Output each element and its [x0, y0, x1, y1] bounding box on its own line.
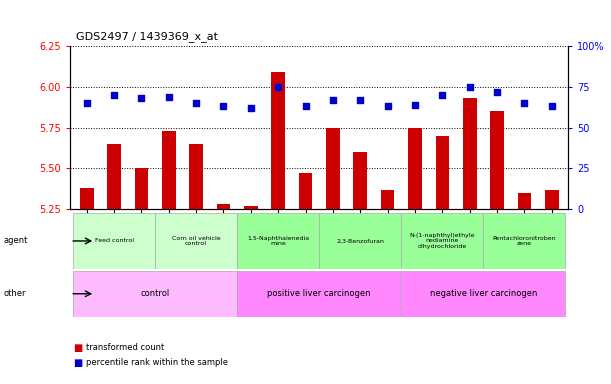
Text: GDS2497 / 1439369_x_at: GDS2497 / 1439369_x_at [76, 31, 218, 42]
Bar [134, 169, 148, 209]
Bar [326, 127, 340, 209]
Text: ■: ■ [73, 358, 82, 368]
Bar [189, 144, 203, 209]
Point [82, 100, 92, 106]
Bar [271, 72, 285, 209]
Bar [162, 131, 175, 209]
Text: ■: ■ [73, 343, 82, 353]
Point [410, 102, 420, 108]
Text: other: other [3, 289, 26, 298]
Text: 1,5-Naphthalenedia
mine: 1,5-Naphthalenedia mine [247, 235, 309, 247]
Bar [244, 206, 258, 209]
Bar [518, 193, 532, 209]
Bar [490, 111, 504, 209]
Text: 2,3-Benzofuran: 2,3-Benzofuran [336, 238, 384, 243]
Bar [217, 204, 230, 209]
Bar [73, 213, 155, 269]
Point [328, 97, 338, 103]
Text: transformed count: transformed count [86, 343, 164, 352]
Bar [237, 271, 401, 317]
Bar [237, 213, 319, 269]
Text: percentile rank within the sample: percentile rank within the sample [86, 358, 227, 367]
Bar [436, 136, 449, 209]
Point [356, 97, 365, 103]
Bar [483, 213, 566, 269]
Bar [545, 190, 558, 209]
Point [465, 84, 475, 90]
Point [136, 95, 146, 101]
Point [547, 103, 557, 109]
Bar [107, 144, 121, 209]
Text: positive liver carcinogen: positive liver carcinogen [268, 289, 371, 298]
Bar [408, 127, 422, 209]
Bar [463, 98, 477, 209]
Point [191, 100, 201, 106]
Text: agent: agent [3, 237, 27, 245]
Bar [319, 213, 401, 269]
Bar [80, 188, 93, 209]
Point [437, 92, 447, 98]
Text: Corn oil vehicle
control: Corn oil vehicle control [172, 235, 221, 247]
Point [164, 94, 174, 100]
Text: Feed control: Feed control [95, 238, 134, 243]
Point [273, 84, 283, 90]
Point [246, 105, 256, 111]
Point [519, 100, 529, 106]
Bar [299, 174, 312, 209]
Bar [353, 152, 367, 209]
Point [301, 103, 310, 109]
Point [219, 103, 229, 109]
Point [382, 103, 392, 109]
Bar [73, 271, 237, 317]
Text: N-(1-naphthyl)ethyle
nediamine
dihydrochloride: N-(1-naphthyl)ethyle nediamine dihydroch… [409, 233, 475, 249]
Text: Pentachloronitroben
zene: Pentachloronitroben zene [492, 235, 556, 247]
Bar [401, 213, 483, 269]
Text: negative liver carcinogen: negative liver carcinogen [430, 289, 537, 298]
Bar [155, 213, 237, 269]
Point [109, 92, 119, 98]
Text: control: control [141, 289, 170, 298]
Bar [381, 190, 395, 209]
Point [492, 89, 502, 95]
Bar [401, 271, 566, 317]
